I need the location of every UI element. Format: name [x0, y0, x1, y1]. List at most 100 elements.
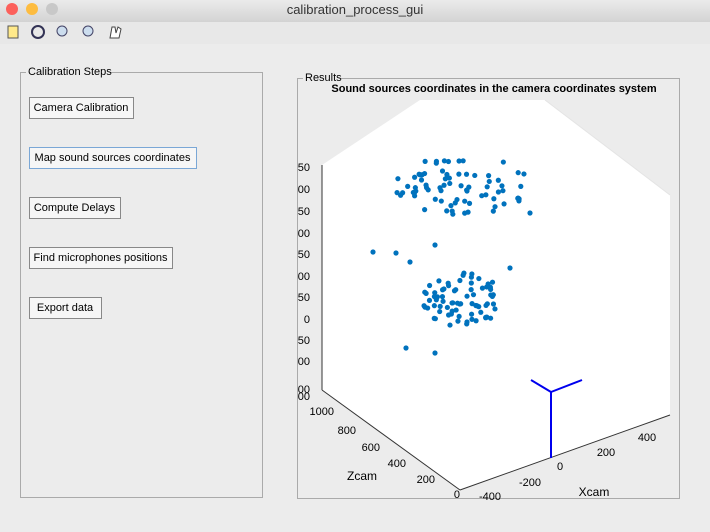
point: [495, 189, 502, 195]
tick-label: 0: [304, 314, 310, 326]
zoom-button[interactable]: [46, 3, 58, 15]
button-group: Camera Calibration Map sound sources coor…: [29, 97, 197, 319]
point: [444, 208, 450, 214]
point: [478, 309, 484, 315]
point: [425, 305, 431, 311]
point: [468, 280, 474, 286]
panel-label-bg: [303, 72, 341, 84]
button[interactable]: [29, 247, 173, 269]
point: [473, 302, 479, 309]
point: [466, 200, 473, 206]
tick-label: 600: [362, 442, 380, 454]
point: [432, 242, 438, 248]
point: [438, 188, 444, 194]
point: [393, 250, 399, 256]
button[interactable]: [29, 97, 134, 119]
tick-label: 200: [597, 447, 615, 459]
tick-label: 00: [298, 384, 310, 396]
point: [500, 188, 506, 194]
close-button[interactable]: [6, 3, 18, 15]
tool-icon[interactable]: [109, 26, 122, 39]
point: [456, 313, 462, 320]
point: [476, 275, 482, 282]
point: [464, 319, 470, 325]
point: [486, 173, 492, 179]
point: [488, 286, 494, 293]
point: [468, 287, 474, 293]
tick-label: -200: [519, 477, 541, 489]
point: [421, 170, 428, 177]
point: [468, 274, 475, 280]
panel-title: Calibration Steps: [28, 66, 112, 78]
point: [422, 289, 428, 295]
point: [507, 265, 513, 271]
button-label: Export data: [37, 302, 94, 314]
point: [518, 183, 524, 189]
tick-label: 200: [417, 474, 435, 486]
point: [433, 158, 440, 164]
point: [422, 158, 428, 164]
point: [489, 279, 496, 285]
point: [490, 301, 497, 307]
point: [490, 292, 496, 298]
point: [448, 203, 454, 209]
axis-label: Zcam: [347, 469, 377, 483]
scatter-points: [370, 158, 533, 356]
point: [437, 303, 443, 309]
point: [427, 282, 433, 289]
tool-icon[interactable]: [82, 25, 94, 37]
point: [432, 290, 438, 296]
point: [447, 180, 453, 187]
point: [484, 284, 490, 290]
tick-label: 00: [298, 184, 310, 196]
point: [441, 182, 447, 188]
point: [432, 350, 438, 356]
point: [442, 176, 448, 182]
tick-label: 0: [454, 489, 460, 501]
axis-line: [321, 389, 461, 491]
point: [468, 311, 475, 317]
point: [432, 316, 438, 322]
button[interactable]: [29, 297, 102, 319]
point: [483, 192, 489, 198]
button-label: Compute Delays: [34, 202, 116, 214]
point: [395, 176, 401, 182]
tick-label: 50: [298, 292, 310, 304]
point: [416, 171, 422, 177]
point: [445, 158, 452, 165]
minimize-button[interactable]: [26, 3, 38, 15]
point: [458, 183, 464, 189]
window-title: calibration_process_gui: [287, 2, 424, 17]
tool-icon[interactable]: [56, 25, 68, 37]
point: [444, 171, 450, 178]
point: [455, 318, 461, 324]
point: [437, 308, 443, 315]
point: [438, 198, 444, 204]
point: [464, 293, 470, 299]
point: [441, 286, 447, 292]
tick-label: 400: [388, 458, 406, 470]
point: [472, 172, 478, 179]
point: [456, 171, 462, 177]
button[interactable]: [29, 197, 121, 219]
point: [469, 316, 475, 322]
point: [440, 298, 446, 304]
point: [490, 208, 496, 214]
point: [400, 190, 406, 196]
point: [515, 170, 521, 176]
tick-label: 800: [338, 425, 356, 437]
button[interactable]: [29, 147, 197, 169]
results-panel: [297, 78, 680, 499]
point: [422, 207, 428, 213]
point: [495, 177, 501, 183]
point: [439, 168, 446, 174]
point: [479, 193, 485, 199]
point: [473, 318, 479, 324]
tool-icon[interactable]: [7, 25, 19, 39]
tick-label: 00: [298, 228, 310, 240]
tick-label: 50: [298, 335, 310, 347]
point: [394, 190, 400, 196]
tool-icon[interactable]: [31, 25, 45, 39]
axis-line: [459, 414, 671, 491]
point: [461, 270, 467, 276]
